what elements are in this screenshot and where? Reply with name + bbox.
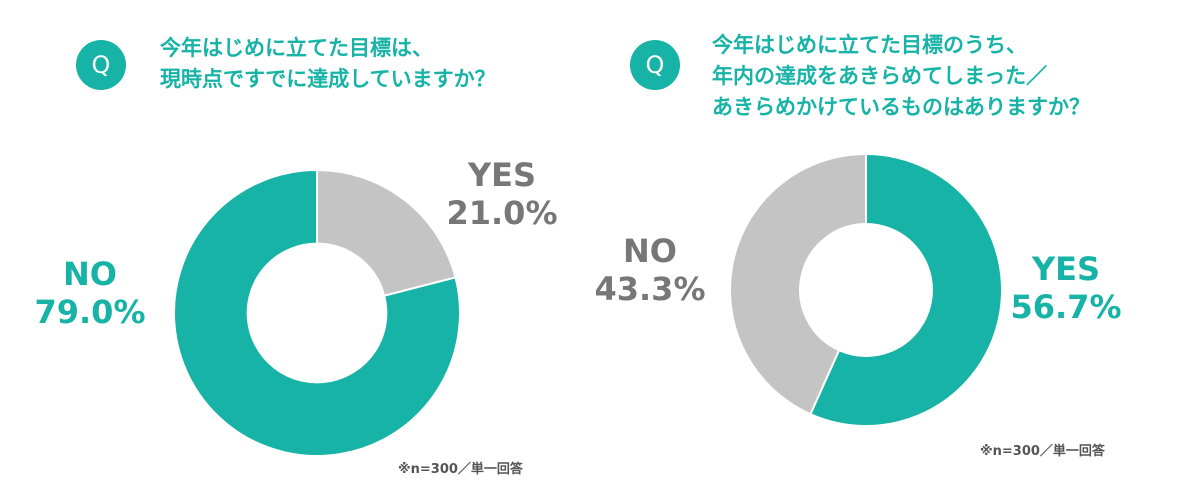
left-no-value: 79.0% <box>34 293 146 331</box>
right-no-name: NO <box>623 232 677 270</box>
right-donut-chart <box>729 152 1003 427</box>
left-sample-note: ※n=300／単一回答 <box>398 462 523 477</box>
right-no-value: 43.3% <box>594 270 706 308</box>
right-yes-value: 56.7% <box>1010 288 1122 326</box>
left-donut-chart <box>173 168 461 457</box>
donut-slice-no <box>729 152 867 416</box>
right-question: 今年はじめに立てた目標のうち、 年内の達成をあきらめてしまった／ あきらめかけて… <box>712 30 1090 123</box>
left-yes-label: YES 21.0% <box>432 156 572 232</box>
left-question: 今年はじめに立てた目標は、 現時点ですでに達成していますか？ <box>160 33 496 95</box>
right-question-line-2: 年内の達成をあきらめてしまった／ <box>712 64 1048 88</box>
right-yes-label: YES 56.7% <box>996 250 1136 326</box>
right-panel: Q 今年はじめに立てた目標のうち、 年内の達成をあきらめてしまった／ あきらめか… <box>594 0 1200 502</box>
right-sample-note: ※n=300／単一回答 <box>980 444 1105 459</box>
right-question-line-3: あきらめかけているものはありますか？ <box>712 95 1090 119</box>
q-badge-right: Q <box>630 40 680 90</box>
donut-slice-no <box>173 168 461 457</box>
left-no-name: NO <box>63 255 117 293</box>
left-yes-name: YES <box>467 156 537 194</box>
left-no-label: NO 79.0% <box>20 255 160 331</box>
right-yes-name: YES <box>1031 250 1101 288</box>
left-question-line-2: 現時点ですでに達成していますか？ <box>160 67 496 91</box>
q-badge-left: Q <box>76 40 126 90</box>
right-no-label: NO 43.3% <box>580 232 720 308</box>
left-question-line-1: 今年はじめに立てた目標は、 <box>160 36 433 60</box>
left-yes-value: 21.0% <box>446 194 558 232</box>
left-panel: Q 今年はじめに立てた目標は、 現時点ですでに達成していますか？ YES 21.… <box>20 33 572 477</box>
donut-slice-yes <box>809 152 1003 427</box>
donut-slice-yes <box>316 168 457 297</box>
right-question-line-1: 今年はじめに立てた目標のうち、 <box>712 33 1027 57</box>
